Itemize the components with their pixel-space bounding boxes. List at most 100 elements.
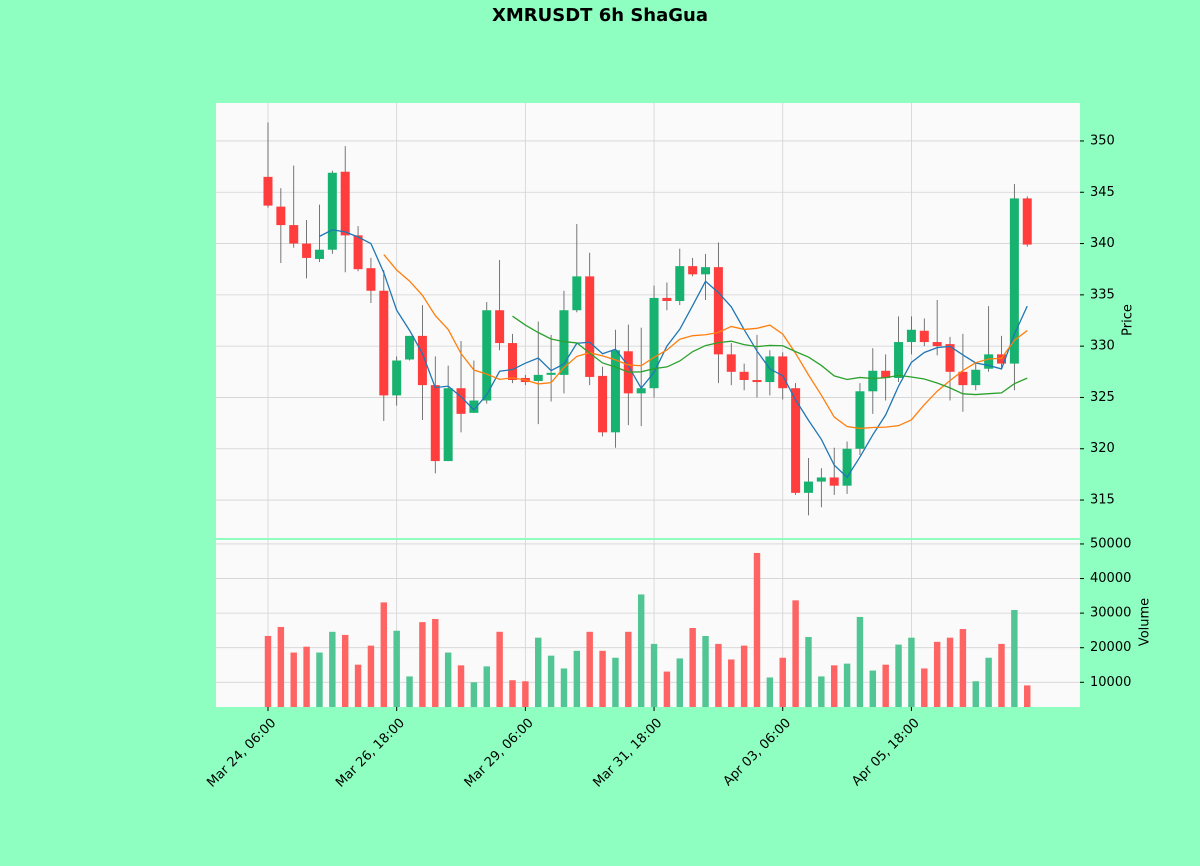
x-tick-label: Mar 24, 06:00 [204,716,279,791]
price-axis-label: Price [1121,304,1136,336]
volume-bar [843,663,851,707]
candle-body [713,267,723,355]
volume-bar [483,666,490,707]
x-tick-label: Mar 26, 18:00 [333,716,408,791]
candle-body [778,356,788,389]
volume-bar [457,665,465,707]
candle-body [430,385,440,462]
y-tick-label: 315 [1090,493,1115,508]
candle-body [675,266,685,302]
volume-bar [869,670,877,707]
volume-bar [715,643,722,707]
volume-bar [277,626,285,707]
candle-body [417,335,427,386]
candle-body [507,343,517,381]
volume-bar [341,634,349,707]
volume-bar [805,636,812,707]
candle-body [572,276,582,311]
volume-bar [650,643,658,707]
volume-bar [599,650,606,707]
y-tick-label: 20000 [1090,640,1131,655]
candle-body [996,354,1007,364]
volume-bar [998,643,1005,707]
y-tick-label: 335 [1090,287,1115,302]
candle-body [829,477,839,486]
candle-body [971,369,981,386]
moving-average [383,254,1028,430]
y-tick-label: 330 [1090,339,1115,354]
volume-bar [908,637,915,707]
volume-bar [573,650,581,707]
moving-average [512,315,1028,396]
volume-bar [264,635,272,707]
candle-body [302,243,312,258]
candle-body [366,268,376,291]
candle-body [379,290,389,396]
volume-bar [663,671,671,707]
volume-axis-label: Volume [1138,598,1153,646]
volume-bar [933,641,941,707]
y-tick-label: 320 [1090,441,1115,456]
y-tick-label: 10000 [1090,675,1131,690]
x-tick-label: Apr 03, 06:00 [721,716,794,789]
volume-bar [303,646,310,707]
candle-body [533,374,543,382]
candle-body [482,310,492,401]
volume-bar [625,631,632,707]
candle-body [688,266,698,275]
candle-body [791,388,801,493]
volume-bar [547,655,555,707]
candle-body [495,310,505,344]
candle-body [263,176,273,206]
y-tick-label: 50000 [1090,536,1131,551]
y-tick-label: 340 [1090,236,1115,251]
candle-body [739,371,749,381]
volume-bar [509,680,516,707]
candle-body [1022,198,1032,245]
candle-body [405,335,415,360]
candle-body [868,370,878,392]
y-tick-label: 350 [1090,133,1115,148]
candle-body [610,350,620,433]
candle-body [958,371,968,386]
candle-body [726,354,736,372]
candle-body [598,375,608,433]
volume-bar [419,622,426,707]
y-tick-label: 30000 [1090,606,1131,621]
candle-body [842,448,852,486]
volume-bar [329,631,336,707]
volume-bar [612,657,619,707]
volume-bar [895,644,902,707]
candle-body [1009,198,1019,364]
candle-body [932,342,942,347]
volume-bar [766,677,774,707]
volume-bar [740,645,748,707]
volume-bar [535,637,542,707]
volume-bar [354,664,362,707]
volume-bar [830,665,838,707]
candle-body [392,360,402,396]
volume-bar [393,630,400,707]
candle-body [662,297,672,302]
volume-bar [728,659,735,707]
volume-bar [367,645,375,707]
moving-average [319,229,1028,479]
volume-bar [689,627,696,707]
x-tick-label: Mar 31, 18:00 [590,716,665,791]
candle-body [894,342,904,378]
candle-body [314,249,324,259]
x-tick-label: Mar 29, 06:00 [462,716,537,791]
candle-body [906,329,916,343]
volume-bar [753,552,761,707]
candle-body [340,171,350,236]
candle-body [636,388,646,394]
volume-bar [856,616,864,707]
volume-bar [702,635,709,707]
volume-bar [985,657,992,707]
volume-bar [818,676,825,707]
candle-body [984,354,994,369]
price-panel [216,103,1080,538]
volume-bar [792,600,799,707]
